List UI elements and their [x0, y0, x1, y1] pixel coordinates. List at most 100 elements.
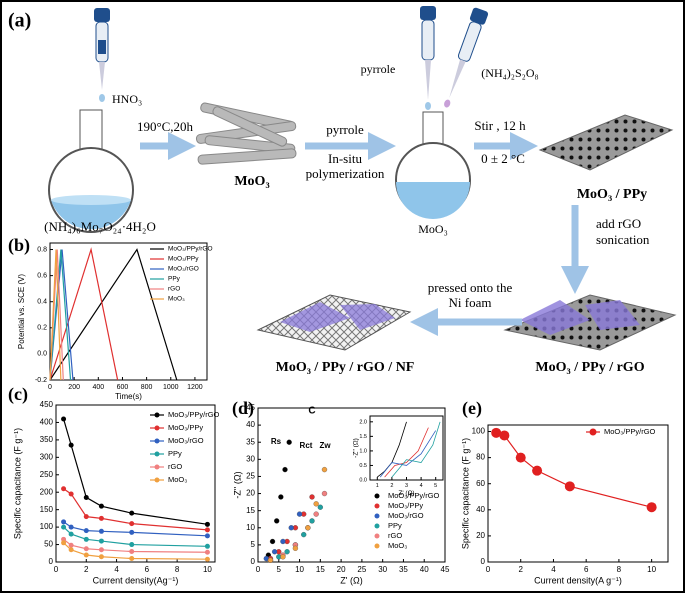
series-line [49, 249, 72, 381]
data-point [61, 536, 67, 542]
label: 0 ± 2 °C [481, 151, 525, 166]
x-tick-label: 0 [48, 384, 52, 391]
data-point [68, 542, 74, 548]
data-point [515, 452, 526, 463]
legend-label: MoO₃/PPy [168, 256, 199, 263]
circuit-label: Zw [319, 441, 331, 450]
x-tick-label: 10 [647, 565, 656, 574]
y-tick-label: 0.6 [37, 272, 47, 279]
y-tick-label: 0 [481, 557, 486, 566]
x-tick-label: 8 [617, 565, 622, 574]
y-tick-label: 45 [246, 403, 255, 412]
legend-label: MoO₃/rGO [168, 266, 199, 273]
series-line [49, 249, 62, 381]
panel-label: (d) [232, 398, 254, 419]
legend-label: rGO [168, 286, 180, 293]
legend-marker [154, 464, 160, 470]
x-axis-label: Current density(Ag⁻¹) [93, 576, 179, 586]
series-line [379, 430, 437, 478]
data-point [204, 521, 210, 527]
legend-label: MoO₃/rGO [168, 436, 204, 445]
data-point [83, 546, 89, 552]
x-tick-label: 4 [420, 483, 423, 489]
y-tick-label: -0.2 [35, 377, 47, 384]
data-point [204, 543, 210, 549]
label: pressed onto the [428, 280, 513, 295]
legend-label: MoO₃/PPy/rGO [168, 246, 213, 253]
label: pyrrole [326, 122, 364, 137]
x-tick-label: 2 [84, 565, 89, 574]
data-point [532, 465, 543, 476]
legend-label: rGO [388, 531, 402, 540]
circuit-label: C [308, 406, 315, 417]
schematic: (a) HNO₃ (NH₄)₆Mo₇O₂₄·4H₂O 190°C,20h [8, 6, 677, 375]
y-tick-label: 150 [40, 505, 54, 514]
legend-label: MoO₃/PPy/rGO [604, 427, 656, 436]
data-point [83, 514, 89, 520]
data-point [564, 481, 575, 492]
y-tick-label: 0.0 [359, 477, 367, 483]
data-point [83, 536, 89, 542]
x-tick-label: 40 [420, 565, 429, 574]
y-tick-label: 250 [40, 470, 54, 479]
x-tick-label: 6 [584, 565, 589, 574]
x-tick-label: 2 [519, 565, 524, 574]
data-point [61, 524, 67, 530]
data-point [98, 528, 104, 534]
y-tick-label: 5 [251, 540, 256, 549]
y-tick-label: 40 [476, 505, 485, 514]
y-tick-label: 25 [246, 472, 255, 481]
x-tick-label: 3 [405, 483, 408, 489]
y-tick-label: 35 [246, 437, 255, 446]
x-tick-label: 8 [175, 565, 180, 574]
data-point [68, 547, 74, 553]
legend-marker [374, 503, 380, 509]
y-tick-label: 2.0 [359, 419, 367, 425]
label: add rGO [596, 216, 641, 231]
flask [395, 111, 471, 219]
y-tick-label: 1.5 [359, 434, 367, 440]
data-point [68, 531, 74, 537]
label: Stir , 12 h [474, 118, 526, 133]
y-tick-label: 50 [44, 540, 53, 549]
y-tick-label: 0.8 [37, 246, 47, 253]
legend-label: MoO₃/PPy [388, 501, 423, 510]
legend-label: MoO₃ [168, 475, 187, 484]
flask [48, 109, 134, 233]
x-tick-label: 5 [434, 483, 437, 489]
data-point [204, 527, 210, 533]
series-line [384, 427, 429, 478]
panel-label: (b) [8, 235, 30, 256]
data-point [267, 557, 274, 563]
y-axis-label: Potential vs. SCE (V) [17, 274, 26, 349]
data-point [278, 494, 284, 500]
legend-marker [154, 438, 160, 444]
data-point [61, 519, 67, 525]
legend-label: PPy [388, 521, 402, 530]
label: pyrrole [361, 62, 396, 76]
data-point [61, 486, 67, 492]
pipette [94, 8, 110, 102]
y-tick-label: 0.5 [359, 463, 367, 469]
data-point [68, 524, 74, 530]
legend-label: PPy [168, 276, 181, 283]
label: In-situ [328, 151, 362, 166]
series-line [49, 248, 178, 381]
y-tick-label: 80 [476, 453, 485, 462]
panel-label: (a) [8, 10, 31, 32]
data-point [98, 547, 104, 553]
series-line [62, 418, 208, 525]
x-tick-label: 10 [203, 565, 212, 574]
data-point [282, 466, 288, 473]
y-tick-label: 0.2 [37, 325, 47, 332]
data-point [61, 540, 67, 546]
y-tick-label: 40 [246, 420, 255, 429]
legend-marker [154, 477, 160, 483]
legend-label: MoO₃/PPy/rGO [388, 491, 440, 500]
sheet [503, 294, 677, 351]
data-point [274, 518, 280, 524]
legend-label: MoO₃/PPy/rGO [168, 410, 220, 419]
y-axis-label: Specific capacitance (F g⁻¹) [460, 438, 470, 549]
data-point [313, 511, 319, 517]
